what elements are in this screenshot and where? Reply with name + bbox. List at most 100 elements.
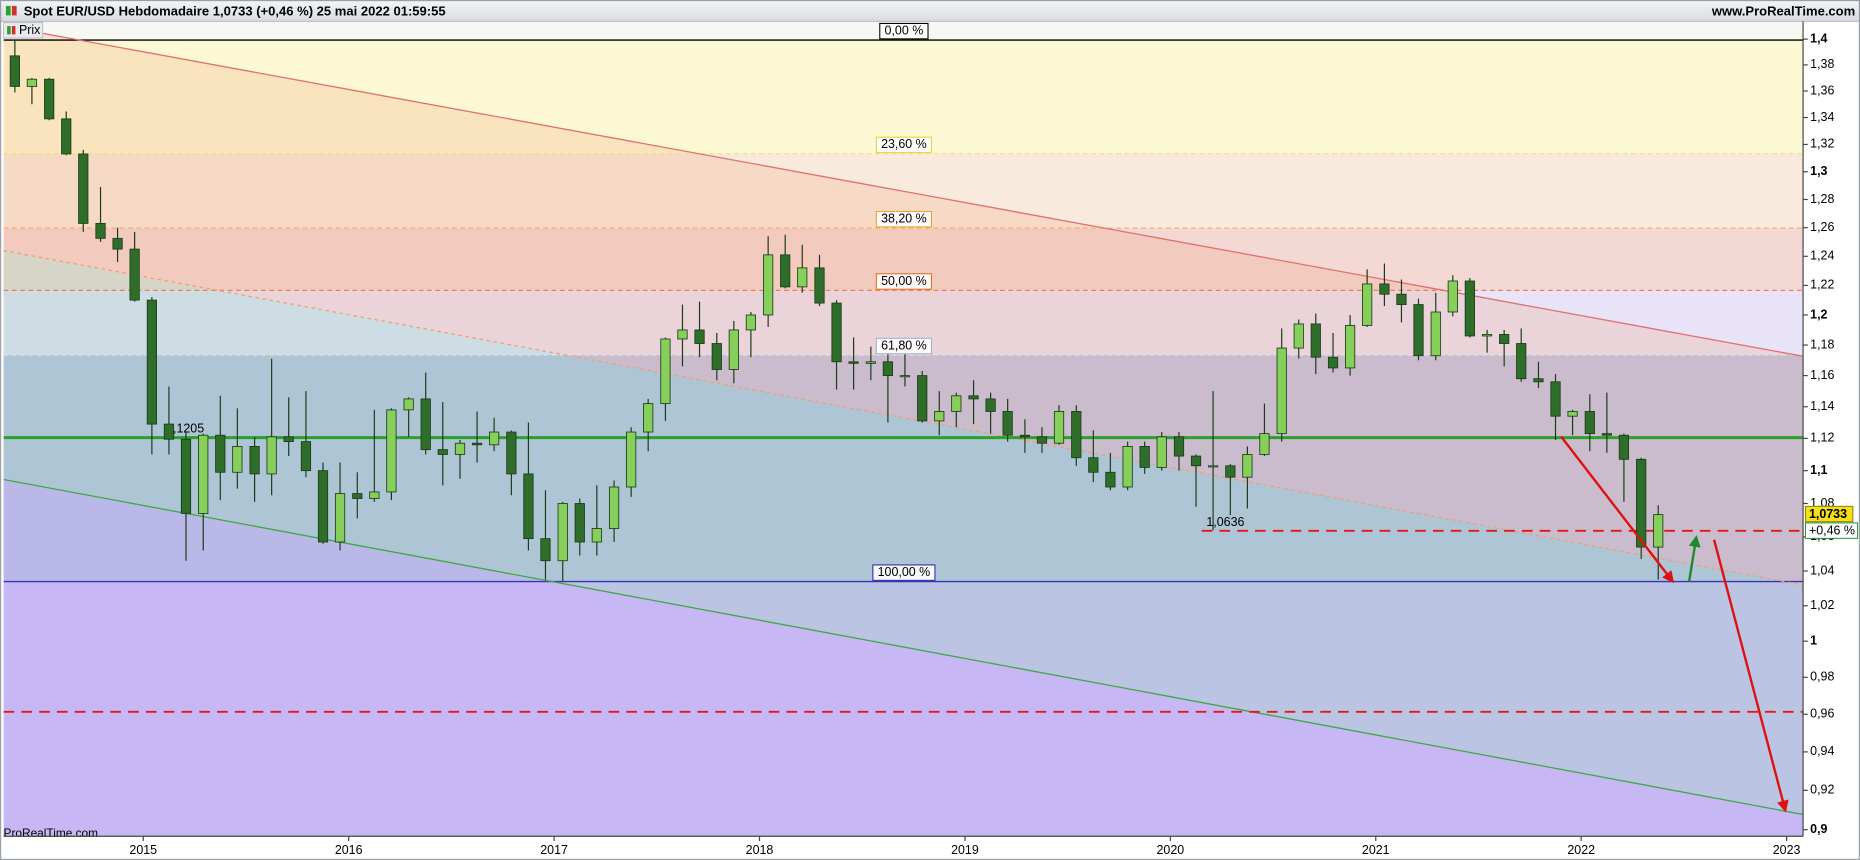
candle-body [180, 438, 192, 514]
candle-body [882, 361, 894, 377]
candle-body [780, 254, 791, 288]
candle-body [1362, 283, 1373, 326]
candle-body [557, 503, 568, 562]
header-icon [5, 5, 11, 16]
candle-body [626, 431, 637, 488]
candle-body [1036, 436, 1048, 444]
candle-body [352, 493, 363, 499]
fib-label: 100,00 % [872, 564, 936, 581]
x-tick-label: 2018 [746, 843, 774, 857]
candle-body [1499, 334, 1510, 344]
candle-body [61, 118, 72, 155]
y-tick-label: 1,24 [1810, 249, 1834, 263]
candle-body [403, 398, 414, 411]
candle-body [608, 486, 620, 529]
candle-body [1430, 311, 1441, 357]
candle-body [26, 78, 38, 87]
change-label: +0,46 % [1809, 524, 1855, 538]
x-tick-label: 2021 [1362, 843, 1390, 857]
candle-body [283, 436, 294, 443]
fib-zone [3, 581, 1804, 837]
candle-body [1447, 280, 1458, 313]
candle-body [1122, 446, 1133, 488]
header-icon [11, 5, 17, 16]
y-tick-label: 1,32 [1810, 137, 1834, 151]
candle-body [1088, 457, 1099, 473]
fib-label: 61,80 % [875, 337, 933, 355]
candle-body [660, 338, 671, 405]
candle-body [677, 329, 688, 340]
fib-label-box [879, 22, 929, 40]
candle-body [814, 267, 825, 304]
plot-labels: 0,90,920,940,960,9811,021,041,061,081,11… [129, 22, 1859, 857]
candle-body [232, 446, 243, 473]
fib-label: 23,60 % [875, 136, 933, 154]
candle-body [1207, 465, 1219, 468]
y-tick-label: 0,9 [1810, 822, 1827, 836]
y-tick-label: 1,16 [1810, 368, 1834, 382]
candle-body [44, 78, 55, 120]
candle-body [1567, 411, 1578, 417]
y-tick-label: 1 [1810, 633, 1817, 647]
legend-entry[interactable]: Prix [19, 23, 41, 37]
candle-body [1413, 304, 1424, 357]
candle-body [1310, 323, 1321, 358]
candle-body [540, 538, 551, 562]
candle-body [1156, 436, 1167, 468]
fib-label: 38,20 % [875, 210, 933, 228]
fib-zone [3, 40, 1804, 154]
y-tick-label: 0,92 [1810, 783, 1834, 797]
last-price-box [1804, 505, 1854, 523]
level-label: 1,1205 [166, 422, 204, 436]
candle-body [831, 302, 842, 363]
fib-label-text: 38,20 % [881, 211, 927, 225]
candle-body [163, 423, 175, 440]
candle-body [129, 248, 140, 301]
candle-body [420, 398, 431, 451]
trend-line [3, 25, 1804, 357]
fib-label-text: 23,60 % [881, 137, 927, 151]
candle-body [437, 449, 448, 455]
candle-body [917, 375, 928, 422]
candle-body [711, 343, 722, 370]
x-tick-label: 2017 [540, 843, 568, 857]
y-tick-label: 1,38 [1810, 57, 1834, 71]
legend-icon [7, 26, 11, 35]
y-tick-label: 1,12 [1810, 431, 1834, 445]
y-tick-label: 1,04 [1810, 563, 1834, 577]
candle-body [249, 446, 260, 475]
y-tick-label: 1,34 [1810, 110, 1834, 124]
candle-body [9, 55, 20, 87]
y-tick-label: 0,98 [1810, 670, 1834, 684]
candle-body [1071, 411, 1082, 459]
candle-body [1464, 280, 1475, 337]
candle-body [489, 431, 500, 446]
candle-body [763, 254, 774, 316]
fib-label-box [875, 136, 933, 154]
candle-body [146, 299, 157, 425]
candle-body [1053, 411, 1065, 444]
x-tick-label: 2019 [951, 843, 979, 857]
candle-body [1482, 334, 1493, 337]
candle-body [934, 411, 945, 422]
fib-label-text: 61,80 % [881, 338, 927, 352]
fib-label-text: 0,00 % [885, 23, 924, 37]
candle-body [1584, 411, 1595, 435]
candle-body [899, 375, 911, 378]
trend-line [3, 478, 1804, 816]
candle-body [797, 267, 808, 288]
candle-body [1344, 325, 1356, 369]
candle-body [1327, 356, 1339, 369]
candle-body [1636, 458, 1647, 548]
candle-body [1550, 381, 1561, 417]
candle-body [112, 237, 123, 250]
fib-label-box [875, 273, 933, 290]
y-tick-label: 0,96 [1810, 707, 1834, 721]
candle-body [1105, 471, 1116, 488]
candle-body [1276, 347, 1287, 435]
fib-label: 0,00 % [879, 22, 929, 40]
plot-marks [9, 40, 1664, 582]
trend-line [3, 249, 1804, 586]
